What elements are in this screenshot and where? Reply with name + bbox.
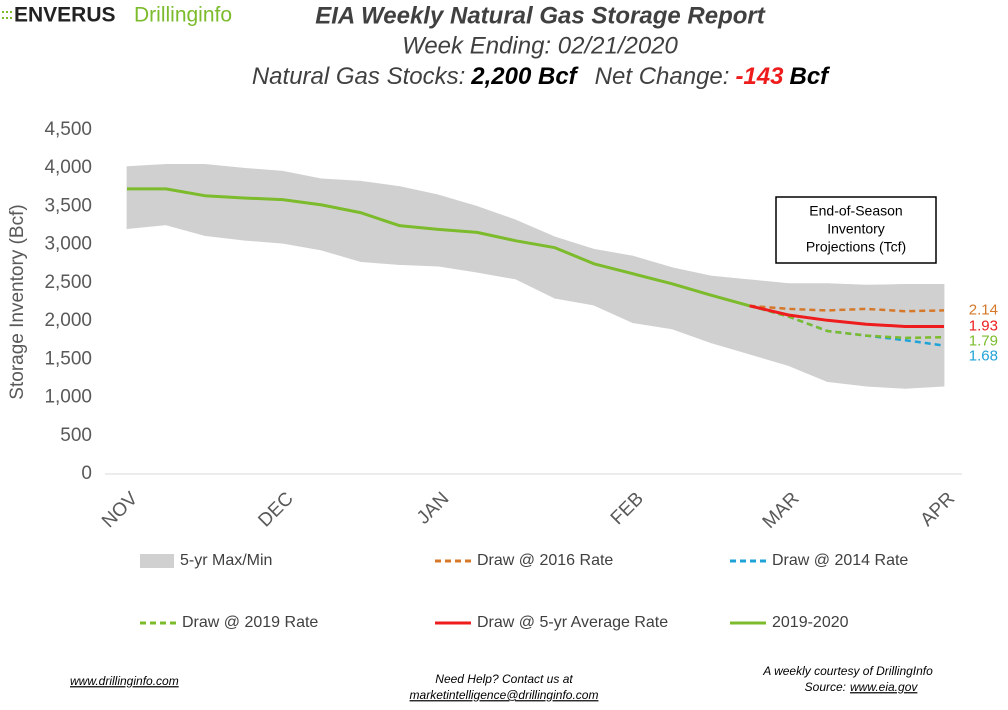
range-band [787, 283, 828, 383]
footer-source-label: Source: [805, 680, 846, 694]
legend-label: Draw @ 2014 Rate [772, 552, 908, 569]
x-tick-label: DEC [254, 488, 297, 531]
footer-website[interactable]: www.drillinginfo.com [70, 674, 179, 688]
y-tick-label: 3,500 [44, 195, 92, 216]
x-tick-label: NOV [98, 488, 142, 532]
range-band [476, 205, 517, 280]
range-band [632, 255, 673, 330]
y-tick-label: 3,000 [44, 234, 92, 255]
stocks-line: Natural Gas Stocks: 2,200 Bcf Net Change: -… [252, 63, 830, 90]
annotation: End-of-Season [809, 203, 902, 219]
annotation: Projections (Tcf) [806, 239, 906, 255]
annotation-box [775, 196, 937, 264]
y-axis-label: Storage Inventory (Bcf) [7, 204, 28, 399]
range-band [554, 236, 595, 306]
range-band [437, 194, 478, 273]
y-tick-label: 1,500 [44, 348, 92, 369]
legend-label: 2019-2020 [772, 614, 849, 631]
range-band [593, 248, 634, 324]
range-band [165, 163, 206, 237]
chart-title: EIA Weekly Natural Gas Storage Report [315, 2, 765, 29]
legend: 5-yr Max/Min Draw @ 2016 Rate Draw @ 2014 … [140, 552, 908, 631]
legend-label: Draw @ 2019 Rate [182, 614, 318, 631]
logo: ENVERUS Drillinginfo [2, 4, 232, 27]
value-label: 1.79 [969, 332, 998, 349]
logo-brand: ENVERUS [14, 4, 116, 27]
legend-label: Draw @ 5-yr Average Rate [477, 614, 668, 631]
series-line [749, 304, 945, 313]
y-tick-label: 4,000 [44, 157, 92, 178]
change-unit: Bcf [789, 63, 830, 90]
range-band [671, 267, 711, 344]
y-tick-label: 1,000 [44, 387, 92, 408]
range-band [710, 275, 750, 355]
plot: 0 500 1,000 1,500 2,000 2,500 3,000 3,500 4,000 4… [44, 119, 998, 631]
footer-courtesy: A weekly courtesy of DrillingInfo [762, 664, 933, 678]
series-line [749, 304, 944, 328]
x-tick-label: JAN [413, 488, 453, 528]
footer-help: Need Help? Contact us at [435, 672, 573, 686]
value-label: 1.68 [969, 347, 998, 364]
range-band [243, 167, 284, 244]
y-tick-label: 500 [60, 425, 92, 446]
value-label: 1.93 [969, 317, 998, 334]
range-band [126, 163, 167, 230]
range-band [749, 279, 789, 366]
y-tick-label: 0 [81, 463, 92, 484]
logo-product: Drillinginfo [134, 4, 232, 27]
chart-subtitle: Week Ending: 02/21/2020 [402, 32, 678, 59]
y-tick-label: 2,000 [44, 310, 92, 331]
legend-label: 5-yr Max/Min [180, 552, 272, 569]
stocks-value: 2,200 Bcf [470, 63, 578, 90]
change-value: -143 [735, 63, 784, 90]
x-tick-label: APR [917, 488, 959, 530]
footer-source-url[interactable]: www.eia.gov [850, 680, 918, 694]
stocks-label: Natural Gas Stocks: [252, 63, 465, 90]
range-band [321, 178, 361, 263]
annotation: Inventory [827, 221, 885, 237]
footer-email[interactable]: marketintelligence@drillinginfo.com [410, 688, 599, 702]
legend-label: Draw @ 2016 Rate [477, 552, 613, 569]
y-tick-label: 2,500 [44, 272, 92, 293]
x-tick-label: FEB [607, 488, 648, 529]
legend-swatch [140, 554, 174, 568]
value-label: 2.14 [969, 301, 998, 318]
change-label: Net Change: [595, 63, 730, 90]
range-band [204, 163, 245, 241]
y-tick-label: 4,500 [44, 119, 92, 140]
series-line [127, 187, 750, 308]
range-band [515, 219, 556, 299]
x-tick-label: MAR [759, 488, 804, 533]
range-band [282, 170, 322, 251]
